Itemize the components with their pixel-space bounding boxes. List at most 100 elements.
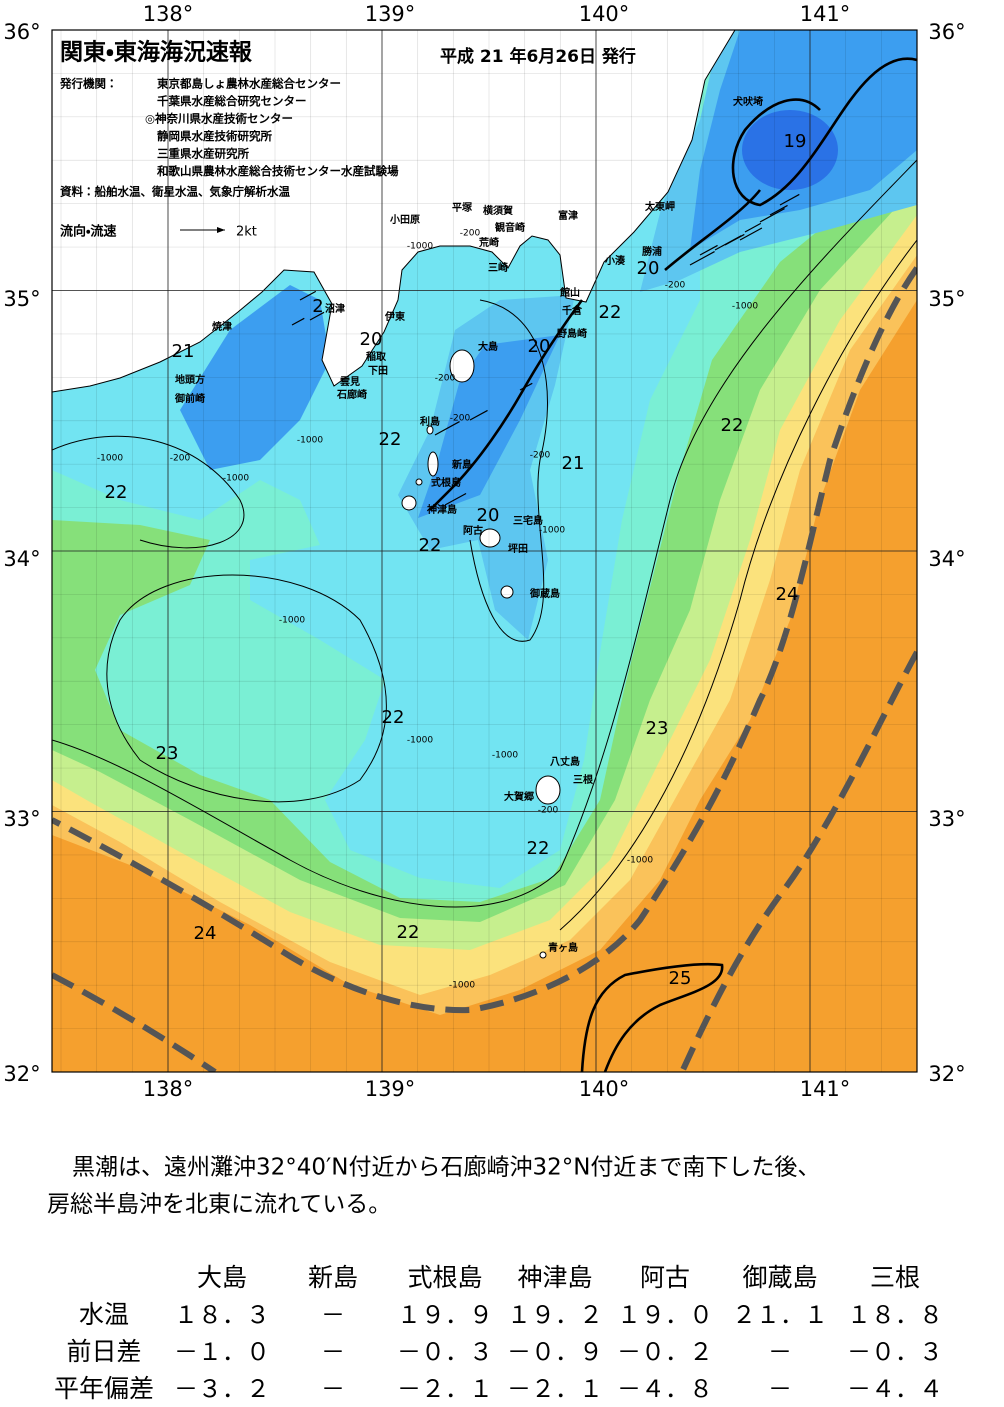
place-name: 館山: [559, 286, 580, 299]
latitude-label: 33°: [3, 807, 40, 831]
table-cell: －４．８: [617, 1375, 713, 1403]
isotherm-label: 25: [669, 968, 692, 989]
table-cell: －: [321, 1375, 345, 1403]
isotherm-label: 20: [637, 258, 660, 279]
kuroshio-axis: [52, 266, 917, 1014]
isotherm-label: 22: [527, 838, 550, 859]
agency-name: ◎神奈川県水産技術センター: [145, 112, 293, 126]
row-label: 水温: [79, 1300, 129, 1329]
current-vectors: [291, 193, 800, 506]
contour: [469, 299, 548, 642]
table-header: 御蔵島: [742, 1263, 817, 1292]
depth-label: -200: [538, 806, 559, 816]
place-name: 利島: [420, 415, 440, 428]
agency-name: 東京都島しょ農林水産総合センター: [157, 77, 341, 91]
summary-line: 房総半島沖を北東に流れている。: [47, 1192, 391, 1218]
isotherm-label: 22: [382, 707, 405, 728]
legend-arrowhead: [217, 227, 225, 233]
current-arrow: [434, 421, 460, 436]
contour: [559, 239, 917, 931]
current-arrow: [291, 317, 305, 326]
place-name: 稲取: [366, 350, 387, 363]
map-frame: [51, 29, 918, 1073]
table-cell: １９．０: [617, 1301, 713, 1329]
current-arrow: [299, 290, 317, 301]
current-arrow: [779, 193, 800, 206]
map: [52, 30, 917, 1072]
island: [539, 951, 547, 959]
longitude-label: 141°: [800, 1077, 851, 1101]
agency-name: 和歌山県農林水産総合技術センター水産試験場: [157, 164, 399, 178]
isotherm-label: 20: [477, 505, 500, 526]
table-header: 大島: [197, 1263, 247, 1292]
kuroshio: [52, 266, 917, 1072]
islands: [401, 349, 561, 959]
place-name: 坪田: [508, 542, 528, 555]
place-name: 三根: [573, 773, 594, 786]
table-cell: －２．１: [507, 1375, 603, 1403]
table-cell: －: [768, 1338, 792, 1366]
row-label: 平年偏差: [54, 1374, 154, 1403]
place-name: 式根島: [431, 476, 461, 489]
current-arrow: [689, 251, 715, 266]
table-header: 三根: [870, 1263, 920, 1292]
depth-label: -200: [435, 374, 456, 384]
depth-label: -1000: [492, 751, 518, 761]
agency-name: 三重県水産研究所: [157, 147, 249, 161]
isotherm-label: 21: [172, 341, 195, 362]
isotherm-label: 20: [360, 329, 383, 350]
place-name: 平塚: [452, 201, 473, 214]
isotherm-label: 22: [105, 482, 128, 503]
table-cell: －０．３: [397, 1338, 493, 1366]
depth-label: -1000: [449, 981, 475, 991]
current-arrow: [744, 222, 762, 233]
place-name: 雲見: [340, 376, 360, 388]
legend-speed: 2kt: [236, 225, 257, 240]
place-name: 観音崎: [495, 221, 525, 234]
island: [427, 451, 439, 477]
row-label: 前日差: [66, 1337, 141, 1366]
contour: [52, 435, 245, 549]
sea-19: [418, 335, 560, 518]
island: [426, 425, 434, 435]
island: [500, 585, 514, 599]
place-name: 石廊崎: [336, 388, 367, 401]
isotherm-label: 24: [776, 584, 799, 605]
latitude-label: 35°: [3, 287, 40, 311]
place-name: 伊東: [384, 310, 405, 323]
isotherm-label: 21: [562, 453, 585, 474]
place-name: 神津島: [426, 503, 457, 516]
depth-label: -1000: [223, 474, 249, 484]
place-name: 野島崎: [557, 327, 587, 340]
place-name: 青ヶ島: [548, 941, 578, 954]
kuroshio-edge: [52, 972, 217, 1072]
depth-label: -1000: [732, 302, 758, 312]
island: [535, 775, 561, 805]
table-cell: １８．８: [847, 1301, 943, 1329]
current-arrow: [739, 227, 763, 241]
sea-18: [742, 110, 838, 190]
latitude-label: 36°: [928, 20, 965, 44]
depth-label: -200: [460, 229, 481, 239]
place-name: 下田: [368, 365, 388, 377]
island: [479, 528, 501, 548]
longitude-label: 138°: [143, 2, 194, 26]
table-cell: －: [321, 1301, 345, 1329]
contour: [106, 574, 387, 803]
place-name: 小田原: [389, 213, 420, 226]
longitude-label: 141°: [800, 2, 851, 26]
agencies-label: 発行機関：: [59, 77, 118, 91]
table-cell: ２１．１: [732, 1301, 828, 1329]
current-arrow: [444, 492, 467, 506]
contour-19: [731, 57, 917, 207]
current-arrow: [759, 208, 785, 223]
contour: [52, 159, 917, 908]
depth-label: -1000: [97, 454, 123, 464]
legend-label: 流向・流速: [60, 224, 116, 240]
isotherm-label: 22: [599, 302, 622, 323]
latitude-label: 34°: [3, 547, 40, 571]
isotherm-label: 22: [379, 429, 402, 450]
depth-label: -200: [450, 414, 471, 424]
table-header: 神津島: [517, 1263, 592, 1292]
longitude-label: 138°: [143, 1077, 194, 1101]
